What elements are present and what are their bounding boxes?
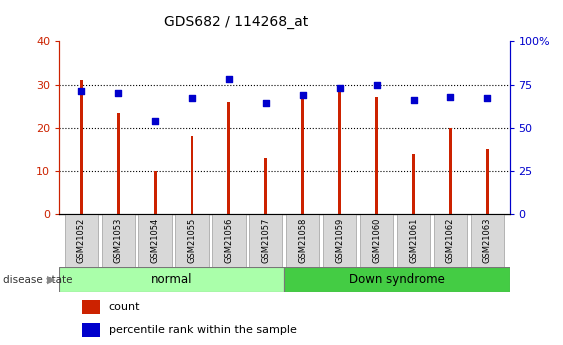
FancyBboxPatch shape <box>176 214 209 267</box>
Text: GSM21054: GSM21054 <box>150 218 159 263</box>
Text: GSM21057: GSM21057 <box>261 218 270 263</box>
FancyBboxPatch shape <box>323 214 356 267</box>
Bar <box>265 158 267 214</box>
Text: GSM21060: GSM21060 <box>372 218 381 263</box>
Bar <box>486 149 489 214</box>
Point <box>261 101 270 106</box>
Text: GSM21053: GSM21053 <box>114 218 123 263</box>
Text: GSM21056: GSM21056 <box>225 218 234 263</box>
FancyBboxPatch shape <box>471 214 504 267</box>
Point <box>298 92 307 98</box>
Bar <box>412 154 415 214</box>
Point <box>372 82 381 87</box>
FancyBboxPatch shape <box>360 214 393 267</box>
Text: GSM21061: GSM21061 <box>409 218 418 263</box>
Point <box>114 90 123 96</box>
FancyBboxPatch shape <box>434 214 467 267</box>
Bar <box>154 171 157 214</box>
Text: GSM21058: GSM21058 <box>298 218 307 263</box>
Text: normal: normal <box>151 273 193 286</box>
FancyBboxPatch shape <box>212 214 245 267</box>
Point <box>150 118 159 124</box>
Text: count: count <box>109 302 140 312</box>
Bar <box>301 95 304 214</box>
Bar <box>375 97 378 214</box>
Text: disease state: disease state <box>3 275 72 285</box>
Text: GSM21059: GSM21059 <box>335 218 344 263</box>
FancyBboxPatch shape <box>284 267 510 292</box>
Bar <box>338 89 341 214</box>
Bar <box>80 80 83 214</box>
Text: GSM21052: GSM21052 <box>77 218 86 263</box>
FancyBboxPatch shape <box>101 214 135 267</box>
Point <box>409 97 418 103</box>
Bar <box>227 102 230 214</box>
Text: GSM21055: GSM21055 <box>187 218 196 263</box>
Point <box>225 77 234 82</box>
Text: GDS682 / 114268_at: GDS682 / 114268_at <box>164 15 309 29</box>
FancyBboxPatch shape <box>286 214 319 267</box>
Point <box>77 89 86 94</box>
Text: GSM21062: GSM21062 <box>446 218 455 263</box>
FancyBboxPatch shape <box>249 214 283 267</box>
Text: ▶: ▶ <box>47 275 55 285</box>
Point <box>483 96 492 101</box>
Point <box>335 85 344 91</box>
Text: percentile rank within the sample: percentile rank within the sample <box>109 325 297 335</box>
Bar <box>82 324 100 337</box>
Text: GSM21063: GSM21063 <box>483 218 492 263</box>
Text: Down syndrome: Down syndrome <box>349 273 445 286</box>
Bar <box>190 136 194 214</box>
FancyBboxPatch shape <box>59 267 284 292</box>
Point <box>187 96 196 101</box>
Bar <box>82 300 100 314</box>
Point <box>446 94 455 99</box>
Bar <box>449 128 452 214</box>
FancyBboxPatch shape <box>397 214 430 267</box>
FancyBboxPatch shape <box>138 214 172 267</box>
FancyBboxPatch shape <box>65 214 98 267</box>
Bar <box>117 112 120 214</box>
